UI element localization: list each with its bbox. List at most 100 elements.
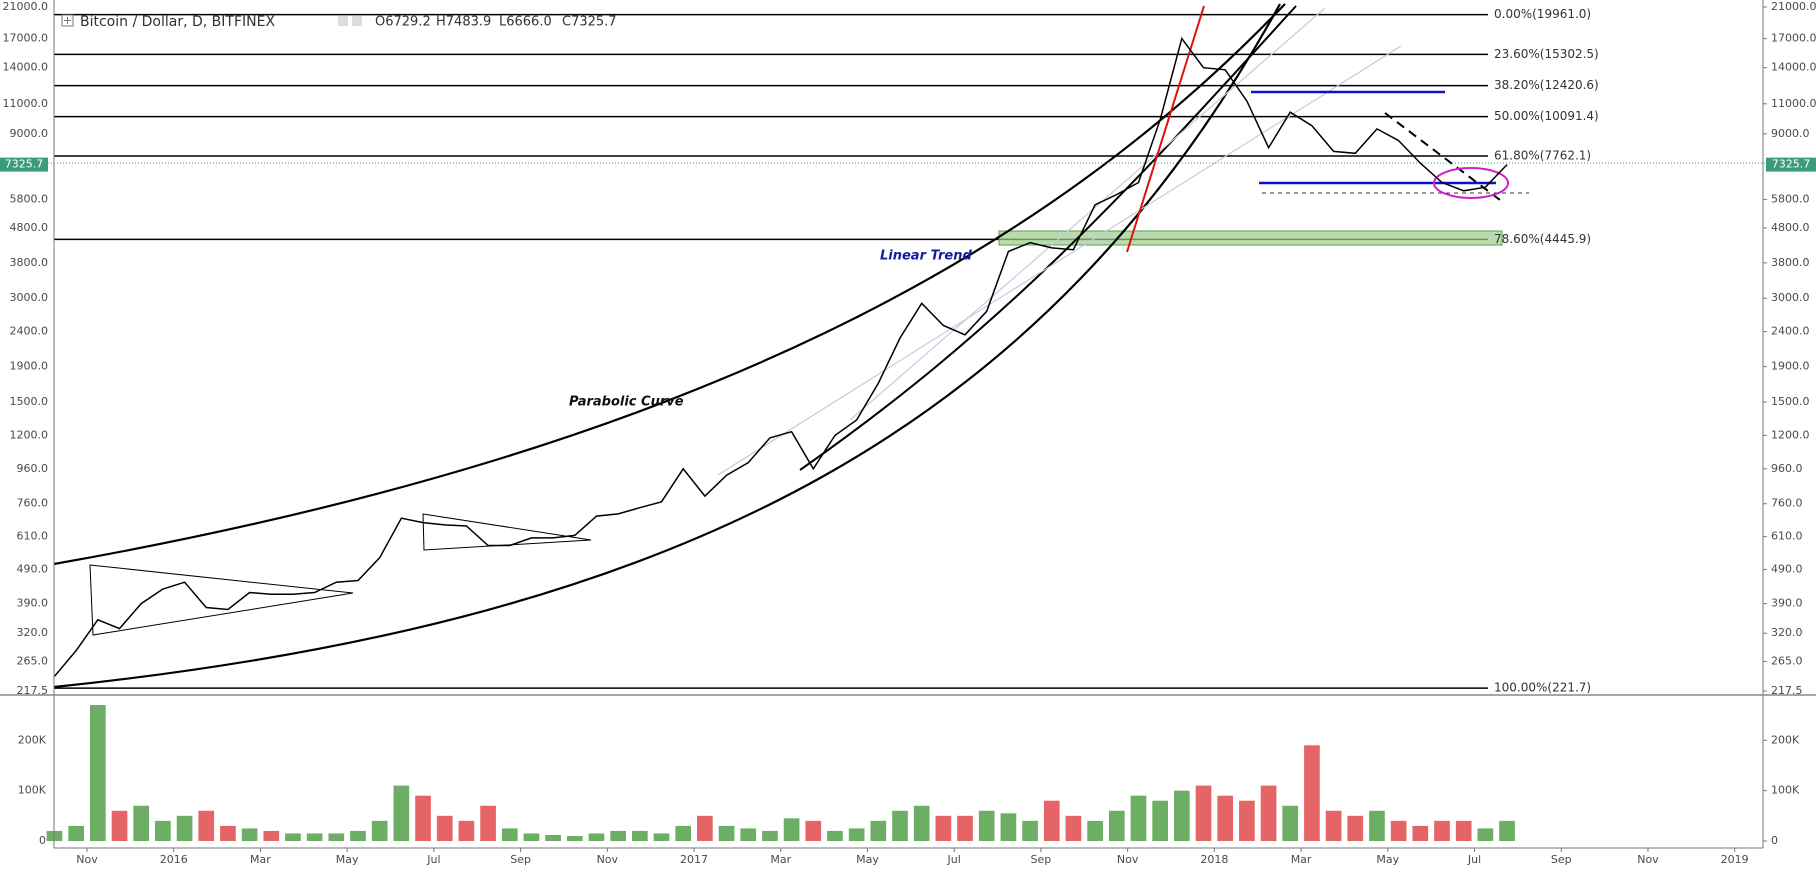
y-tick-label: 21000.0 <box>3 0 49 13</box>
last-price-box <box>1766 157 1816 172</box>
fib-label: 61.80%(7762.1) <box>1494 148 1591 162</box>
volume-bar <box>393 785 410 841</box>
fib-label: 23.60%(15302.5) <box>1494 47 1599 61</box>
y-tick-label: 1900.0 <box>1771 360 1810 373</box>
volume-bar <box>480 805 496 841</box>
volume-bar <box>1239 800 1255 841</box>
linear-trend <box>849 7 1326 421</box>
volume-bar <box>371 820 388 841</box>
volume-bar <box>155 820 171 841</box>
volume-bar <box>697 815 713 841</box>
x-tick-label: Mar <box>1291 853 1312 866</box>
y-tick-label: 5800.0 <box>10 193 49 206</box>
volume-bar <box>1282 805 1299 841</box>
y-tick-label: 14000.0 <box>1771 61 1816 74</box>
volume-bar <box>241 828 258 841</box>
x-tick-label: Sep <box>1551 853 1572 866</box>
volume-bar <box>1325 810 1342 841</box>
volume-tick-label: 100K <box>18 784 47 797</box>
y-tick-label: 11000.0 <box>1771 97 1816 110</box>
volume-bar <box>545 834 561 841</box>
y-tick-label: 390.0 <box>17 597 49 610</box>
fib-label: 100.00%(221.7) <box>1494 681 1591 695</box>
volume-bar <box>1434 820 1450 841</box>
volume-bar <box>501 828 518 841</box>
y-tick-label: 1900.0 <box>10 360 49 373</box>
y-tick-label: 265.0 <box>1771 654 1803 667</box>
volume-bar <box>1130 795 1147 841</box>
trend-line <box>1126 5 1205 253</box>
y-tick-label: 217.5 <box>17 684 49 697</box>
volume-bar <box>653 833 670 841</box>
volume-bar <box>1195 785 1212 841</box>
volume-bar <box>1412 825 1429 841</box>
price-line <box>53 36 1508 677</box>
triangle <box>89 564 354 636</box>
volume-bar <box>1390 820 1407 841</box>
volume-bar <box>610 830 626 841</box>
y-tick-label: 3800.0 <box>1771 256 1810 269</box>
volume-bar <box>892 810 908 841</box>
volume-bar <box>718 825 735 841</box>
y-tick-label: 17000.0 <box>1771 32 1816 45</box>
x-tick-label: Jul <box>426 853 440 866</box>
volume-bar <box>566 835 583 841</box>
x-tick-label: Sep <box>1031 853 1052 866</box>
volume-bar <box>1455 820 1472 841</box>
icon[interactable] <box>352 16 362 26</box>
volume-bar <box>415 795 431 841</box>
y-tick-label: 320.0 <box>1771 626 1803 639</box>
fib-label: 78.60%(4445.9) <box>1494 232 1591 246</box>
x-tick-label: 2016 <box>160 853 188 866</box>
frame <box>0 0 1816 849</box>
volume-bar <box>675 825 692 841</box>
x-tick-label: 2019 <box>1721 853 1749 866</box>
y-tick-label: 610.0 <box>1771 530 1803 543</box>
parabolic-curve <box>53 3 1281 689</box>
y-tick-label: 14000.0 <box>3 61 49 74</box>
y-tick-label: 960.0 <box>1771 462 1803 475</box>
volume-bar <box>1043 800 1060 841</box>
y-tick-label: 3000.0 <box>1771 291 1810 304</box>
volume-bar <box>1499 820 1515 841</box>
annotation: Linear Trend <box>880 249 972 264</box>
x-tick-label: Sep <box>510 853 531 866</box>
volume-bar <box>935 815 952 841</box>
y-tick-label: 217.5 <box>1771 684 1803 697</box>
drawings <box>53 3 1529 689</box>
volume-bar <box>740 828 757 841</box>
y-tick-label: 1500.0 <box>10 395 49 408</box>
ohlc-low: L6666.0 <box>499 15 552 30</box>
y-tick-label: 960.0 <box>17 462 49 475</box>
y-tick-label: 2400.0 <box>1771 325 1810 338</box>
icon[interactable] <box>61 14 74 27</box>
volume-bar <box>263 830 280 841</box>
volume-bar <box>783 818 800 841</box>
volume-bar <box>1152 800 1168 841</box>
volume-bar <box>1477 828 1494 841</box>
volume-bar <box>1022 820 1038 841</box>
fib-zone <box>998 230 1503 246</box>
last-price-label: 7325.7 <box>5 158 44 171</box>
y-tick-label: 1500.0 <box>1771 395 1810 408</box>
x-tick-label: May <box>336 853 359 866</box>
volume-bar <box>827 830 843 841</box>
x-tick-label: 2018 <box>1200 853 1228 866</box>
y-tick-label: 4800.0 <box>10 221 49 234</box>
ohlc-close: C7325.7 <box>562 15 617 30</box>
annotation: Parabolic Curve <box>569 395 684 410</box>
y-tick-label: 490.0 <box>1771 562 1803 575</box>
y-tick-label: 610.0 <box>17 530 49 543</box>
y-tick-label: 5800.0 <box>1771 193 1810 206</box>
fib-label: 38.20%(12420.6) <box>1494 78 1599 92</box>
volume-bar <box>350 830 366 841</box>
y-tick-label: 2400.0 <box>10 325 49 338</box>
volume-bar <box>523 833 540 841</box>
fib-label: 0.00%(19961.0) <box>1494 7 1591 21</box>
x-tick-label: 2017 <box>680 853 708 866</box>
icon[interactable] <box>338 16 348 26</box>
volume-bar <box>68 825 84 841</box>
y-tick-label: 4800.0 <box>1771 221 1810 234</box>
y-tick-label: 21000.0 <box>1771 0 1816 13</box>
volume-tick-label: 200K <box>1771 733 1800 746</box>
